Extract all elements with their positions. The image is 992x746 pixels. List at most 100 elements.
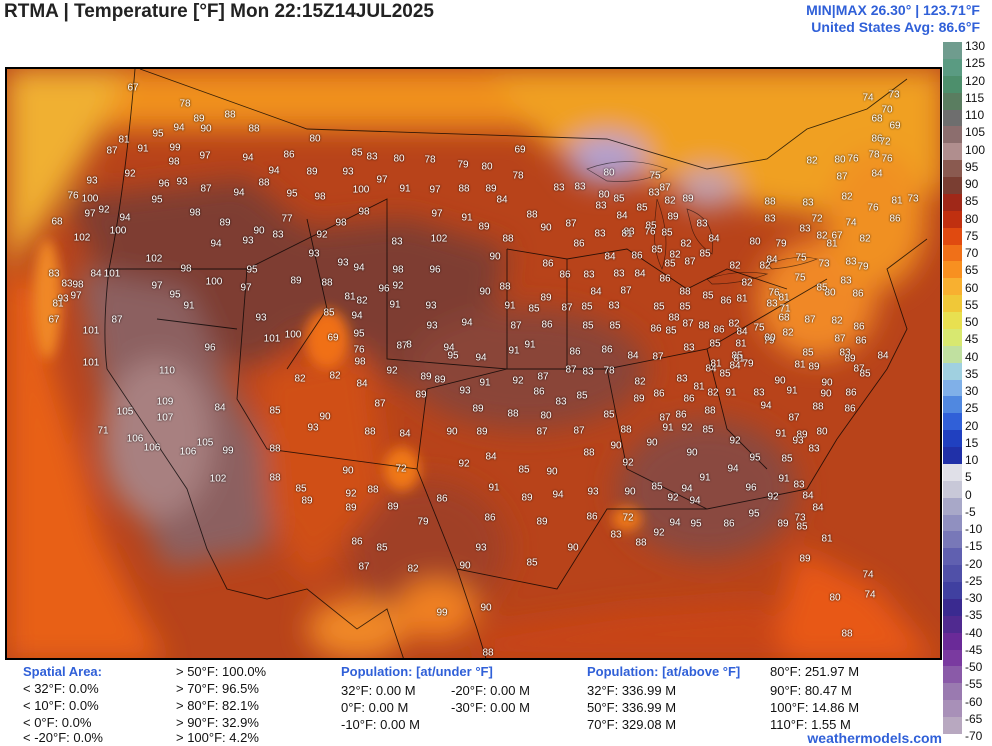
station-temp-label: 83: [391, 236, 403, 248]
scale-tick-label: 95: [965, 159, 979, 174]
scale-color-swatch: [943, 598, 962, 617]
station-temp-label: 90: [253, 225, 265, 237]
station-temp-label: 85: [781, 453, 793, 465]
station-temp-label: 73: [907, 193, 919, 205]
station-temp-label: 78: [603, 365, 615, 377]
station-temp-label: 94: [669, 517, 681, 529]
station-temp-label: 79: [857, 261, 869, 273]
station-temp-label: 106: [179, 446, 197, 458]
station-temp-label: 82: [680, 238, 692, 250]
station-temp-label: 84: [705, 363, 717, 375]
station-temp-label: 102: [73, 232, 91, 244]
station-temp-label: 89: [799, 553, 811, 565]
station-temp-label: 89: [434, 374, 446, 386]
station-temp-label: 91: [786, 385, 798, 397]
station-temp-label: 83: [766, 298, 778, 310]
station-temp-label: 91: [524, 339, 536, 351]
pop-under-heading: Population: [at/under °F]: [341, 664, 493, 679]
station-temp-label: 94: [443, 342, 455, 354]
station-temp-label: 75: [753, 322, 765, 334]
station-temp-label: 90: [342, 465, 354, 477]
great-lakes: [586, 161, 819, 285]
station-temp-label: 85: [731, 350, 743, 362]
station-temp-label: 86: [559, 269, 571, 281]
scale-color-swatch: [943, 582, 962, 600]
station-temp-label: 91: [508, 345, 520, 357]
station-temp-label: 85: [645, 220, 657, 232]
station-temp-label: 78: [868, 149, 880, 161]
station-temp-label: 80: [749, 236, 761, 248]
station-temp-label: 98: [335, 217, 347, 229]
station-temp-label: 86: [351, 536, 363, 548]
scale-tick-label: 100: [965, 142, 986, 157]
station-temp-label: 85: [576, 390, 588, 402]
station-temp-label: 86: [723, 518, 735, 530]
station-temp-label: 88: [507, 408, 519, 420]
station-temp-label: 94: [689, 495, 701, 507]
scale-tick-label: 90: [965, 177, 979, 191]
station-temp-label: 100: [352, 184, 370, 196]
station-temp-label: 94: [353, 262, 365, 274]
station-temp-label: 69: [514, 144, 526, 156]
scale-color-swatch: [943, 328, 962, 347]
scale-tick-label: -45: [965, 642, 983, 657]
station-temp-label: 93: [308, 248, 320, 260]
scale-color-swatch: [943, 531, 962, 549]
scale-tick-label: 35: [965, 366, 979, 381]
station-temp-label: 74: [864, 589, 876, 601]
station-temp-label: 92: [767, 491, 779, 503]
station-temp-label: 85: [699, 248, 711, 260]
us-average-readout: United States Avg: 86.6°F: [811, 19, 980, 35]
scale-tick-label: -40: [965, 625, 983, 640]
borders: [104, 69, 928, 658]
station-temp-label: 70: [881, 104, 893, 116]
station-temp-label: 92: [124, 168, 136, 180]
station-temp-label: 86: [541, 319, 553, 331]
scale-tick-label: -35: [965, 608, 983, 623]
station-temp-label: 97: [151, 280, 163, 292]
station-temp-label: 94: [461, 317, 473, 329]
scale-color-swatch: [943, 160, 962, 178]
station-temp-label: 81: [821, 533, 833, 545]
pop-above-right-2: 100°F: 14.86 M: [770, 700, 860, 715]
station-temp-label: 80: [540, 410, 552, 422]
station-temp-label: 86: [283, 149, 295, 161]
station-temp-label: 96: [378, 283, 390, 295]
station-temp-label: 93: [255, 312, 267, 324]
station-temp-label: 84: [590, 286, 602, 298]
station-temp-label: 88: [812, 401, 824, 413]
station-temp-label: 92: [512, 375, 524, 387]
station-temp-label: 86: [542, 258, 554, 270]
scale-tick-label: 70: [965, 246, 979, 260]
station-temp-label: 73: [818, 258, 830, 270]
scale-tick-label: -70: [965, 729, 983, 743]
scale-tick-label: 40: [965, 349, 979, 364]
station-temp-label: 83: [808, 443, 820, 455]
station-temp-label: 83: [845, 256, 857, 268]
station-temp-label: 91: [662, 422, 674, 434]
station-temp-label: 79: [763, 335, 775, 347]
station-temp-label: 87: [106, 145, 118, 157]
station-temp-label: 67: [48, 314, 60, 326]
station-temp-label: 87: [620, 285, 632, 297]
station-temp-label: 84: [616, 210, 628, 222]
spatial-right-3: > 90°F: 32.9%: [176, 715, 259, 730]
station-temp-label: 74: [862, 569, 874, 581]
station-temp-label: 86: [653, 388, 665, 400]
station-temp-label: 87: [652, 351, 664, 363]
station-temp-label: 90: [821, 377, 833, 389]
min-max-readout: MIN|MAX 26.30° | 123.71°F: [806, 2, 980, 18]
station-temp-label: 101: [82, 357, 100, 369]
station-temp-label: 85: [651, 244, 663, 256]
station-temp-label: 93: [459, 385, 471, 397]
station-temp-label: 95: [169, 289, 181, 301]
station-temp-label: 85: [719, 368, 731, 380]
station-temp-label: 76: [67, 190, 79, 202]
station-temp-label: 71: [779, 303, 791, 315]
scale-tick-label: 5: [965, 470, 972, 485]
station-temp-label: 90: [479, 286, 491, 298]
station-temp-label: 90: [610, 440, 622, 452]
spatial-right-0: > 50°F: 100.0%: [176, 664, 267, 679]
scale-color-swatch: [943, 312, 962, 330]
station-temp-label: 91: [699, 472, 711, 484]
